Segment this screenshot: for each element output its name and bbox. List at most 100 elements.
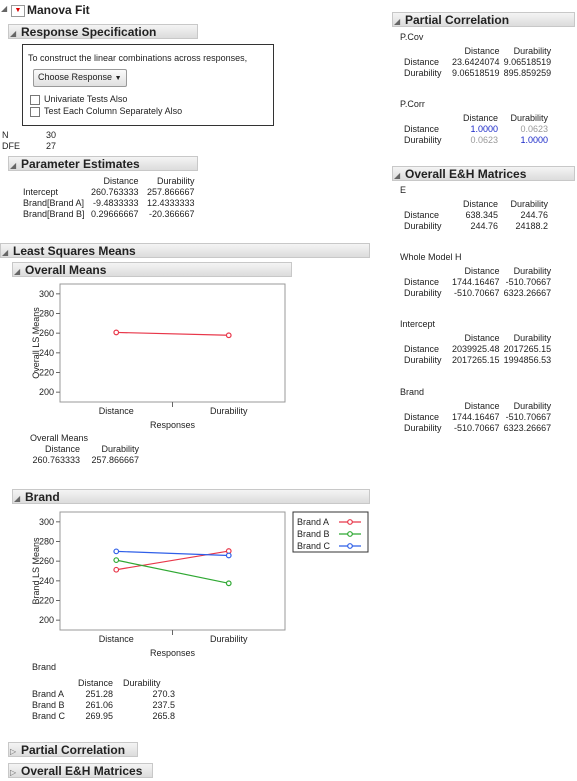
disclosure-triangle-icon[interactable]: ◢ bbox=[10, 29, 17, 38]
table-row: Distance 1744.16467 -510.70667 bbox=[404, 412, 552, 422]
legend-label: Brand B bbox=[297, 529, 330, 539]
y-tick-label: 300 bbox=[39, 289, 54, 299]
eh-matrices-title: Overall E&H Matrices bbox=[405, 167, 527, 181]
data-point bbox=[225, 580, 232, 587]
overall-means-table: Overall Means Distance Durability 260.763… bbox=[30, 433, 139, 465]
parameter-estimates-title: Parameter Estimates bbox=[21, 157, 140, 171]
disclosure-triangle-icon[interactable]: ◢ bbox=[394, 17, 401, 26]
table-row: Durability 244.76 24188.2 bbox=[404, 221, 548, 231]
legend-label: Brand A bbox=[297, 517, 329, 527]
y-tick-label: 200 bbox=[39, 615, 54, 625]
choose-response-label: Choose Response bbox=[38, 72, 113, 82]
legend-label: Brand C bbox=[297, 541, 331, 551]
plot-frame bbox=[59, 283, 286, 403]
data-point bbox=[113, 566, 120, 573]
disclosure-triangle-icon[interactable]: ▷ bbox=[10, 768, 17, 777]
choose-response-button[interactable]: Choose Response ▼ bbox=[33, 69, 127, 87]
pcorr-title: P.Corr bbox=[400, 99, 425, 109]
disclosure-triangle-icon[interactable]: ◢ bbox=[2, 248, 9, 257]
y-tick-label: 220 bbox=[39, 596, 54, 606]
data-point bbox=[225, 552, 232, 559]
x-axis-label: Responses bbox=[150, 420, 196, 430]
legend-box bbox=[292, 511, 369, 553]
disclosure-triangle-icon[interactable]: ◢ bbox=[14, 494, 21, 503]
y-tick-label: 220 bbox=[39, 368, 54, 378]
test-each-column-checkbox[interactable]: Test Each Column Separately Also bbox=[30, 106, 182, 117]
intercept-matrix-title: Intercept bbox=[400, 319, 436, 329]
table-row: Durability 0.0623 1.0000 bbox=[404, 135, 548, 145]
dfe-label: DFE bbox=[2, 141, 20, 151]
series-line bbox=[116, 559, 229, 584]
table-row: Durability -510.70667 6323.26667 bbox=[404, 423, 552, 433]
table-row: Distance 1744.16467 -510.70667 bbox=[404, 277, 552, 287]
x-tick-label: Durability bbox=[210, 634, 248, 644]
data-point bbox=[113, 548, 120, 555]
response-spec-title: Response Specification bbox=[21, 25, 157, 39]
response-spec-header[interactable]: ◢ Response Specification bbox=[8, 24, 198, 39]
red-triangle-menu-icon[interactable]: ▼ bbox=[11, 5, 25, 17]
eh-matrices-header[interactable]: ◢ Overall E&H Matrices bbox=[392, 166, 575, 181]
dfe-value: 27 bbox=[46, 141, 57, 151]
col-header-durability: Durability bbox=[157, 176, 195, 186]
x-tick-label: Distance bbox=[99, 406, 134, 416]
x-tick-label: Durability bbox=[210, 406, 248, 416]
partial-correlation-collapsed-header[interactable]: ▷ Partial Correlation bbox=[8, 742, 138, 757]
disclosure-triangle-icon[interactable]: ▷ bbox=[10, 747, 17, 756]
overall-means-chart: 200 220 240 260 280 300 Distance Durability Resp… bbox=[31, 283, 286, 430]
least-squares-means-header[interactable]: ◢ Least Squares Means bbox=[0, 243, 370, 258]
plot-frame bbox=[59, 511, 286, 631]
n-label: N bbox=[2, 130, 9, 140]
e-matrix-title: E bbox=[400, 185, 407, 195]
series-line bbox=[116, 550, 229, 557]
table-row: Durability 2017265.15 1994856.53 bbox=[404, 355, 552, 365]
parameter-estimates-table: Distance Durability Intercept 260.763333 25… bbox=[21, 176, 197, 220]
table-row: Distance 1.0000 0.0623 bbox=[404, 124, 548, 134]
univariate-tests-checkbox[interactable]: Univariate Tests Also bbox=[30, 94, 127, 105]
brand-matrix-table: Distance Durability Distance 1744.16467 -51… bbox=[404, 401, 552, 433]
table-row: Brand[Brand B] 0.29666667 -20.366667 bbox=[23, 209, 195, 219]
table-row: Brand[Brand A] -9.4833333 12.4333333 bbox=[23, 198, 195, 208]
disclosure-triangle-icon[interactable]: ◢ bbox=[10, 161, 17, 170]
partial-correlation-header[interactable]: ◢ Partial Correlation bbox=[392, 12, 575, 27]
table-row: Intercept 260.763333 257.866667 bbox=[23, 187, 195, 197]
checkbox-icon[interactable] bbox=[30, 106, 40, 117]
chevron-down-icon: ▼ bbox=[114, 75, 122, 82]
table-row: Brand A 251.28 270.3 bbox=[32, 689, 176, 699]
univariate-tests-label: Univariate Tests Also bbox=[44, 94, 128, 104]
legend-marker bbox=[347, 543, 353, 549]
pcov-title: P.Cov bbox=[400, 32, 424, 42]
overall-means-header[interactable]: ◢ Overall Means bbox=[12, 262, 292, 277]
brand-title: Brand bbox=[25, 490, 60, 504]
data-point bbox=[113, 557, 120, 564]
x-axis-label: Responses bbox=[150, 648, 196, 658]
page-title: Manova Fit bbox=[27, 3, 90, 17]
y-tick-label: 240 bbox=[39, 576, 54, 586]
table-row: Durability 9.06518519 895.859259 bbox=[404, 68, 552, 78]
disclosure-triangle-icon[interactable]: ◢ bbox=[1, 4, 8, 13]
disclosure-triangle-icon[interactable]: ◢ bbox=[14, 267, 21, 276]
least-squares-means-title: Least Squares Means bbox=[13, 244, 136, 258]
brand-header[interactable]: ◢ Brand bbox=[12, 489, 370, 504]
report-title-bar: ◢ ▼ Manova Fit bbox=[0, 2, 370, 18]
brand-means-table: Brand Distance Durability Brand A 251.28 27… bbox=[32, 662, 176, 721]
table-row: Brand B 261.06 237.5 bbox=[32, 700, 176, 710]
table-row: Distance 2039925.48 2017265.15 bbox=[404, 344, 552, 354]
x-tick-label: Distance bbox=[99, 634, 134, 644]
y-tick-label: 280 bbox=[39, 537, 54, 547]
table-row: 260.763333 257.866667 bbox=[32, 455, 139, 465]
eh-matrices-collapsed-header[interactable]: ▷ Overall E&H Matrices bbox=[8, 763, 153, 778]
response-spec-panel: To construct the linear combinations acr… bbox=[22, 44, 274, 126]
legend-marker bbox=[347, 519, 353, 525]
whole-model-h-table: Distance Durability Distance 1744.16467 -51… bbox=[404, 266, 552, 298]
checkbox-icon[interactable] bbox=[30, 94, 40, 105]
parameter-estimates-header[interactable]: ◢ Parameter Estimates bbox=[8, 156, 198, 171]
y-tick-label: 240 bbox=[39, 348, 54, 358]
eh-matrices-collapsed-title: Overall E&H Matrices bbox=[21, 764, 143, 778]
y-tick-label: 260 bbox=[39, 556, 54, 566]
y-tick-label: 260 bbox=[39, 328, 54, 338]
disclosure-triangle-icon[interactable]: ◢ bbox=[394, 171, 401, 180]
n-value: 30 bbox=[46, 130, 57, 140]
intercept-matrix-table: Distance Durability Distance 2039925.48 201… bbox=[404, 333, 552, 365]
table-row: Durability -510.70667 6323.26667 bbox=[404, 288, 552, 298]
table-row: Distance 23.6424074 9.06518519 bbox=[404, 57, 552, 67]
